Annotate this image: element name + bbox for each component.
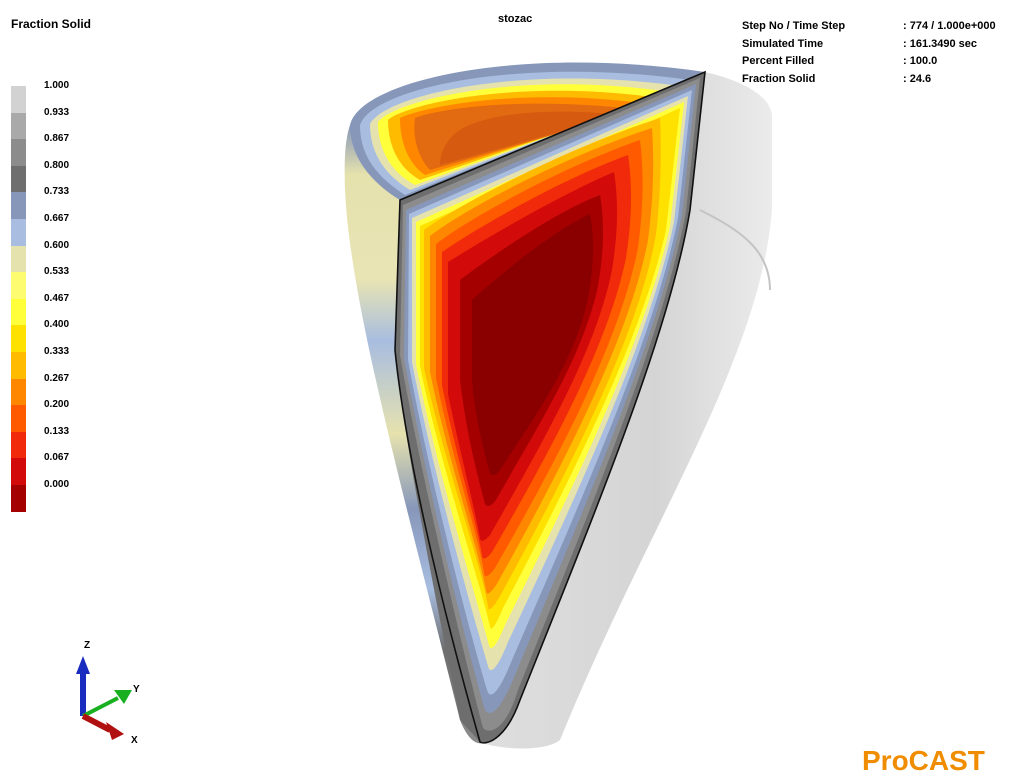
- procast-logo: ProCAST: [862, 745, 985, 776]
- info-value: : 100.0: [903, 55, 938, 67]
- info-label: Fraction Solid: [742, 72, 816, 85]
- legend-entry: 0.133: [11, 426, 91, 459]
- legend-entry: 0.533: [11, 266, 91, 299]
- view-title: stozac: [498, 13, 533, 25]
- y-axis-arrow: [114, 690, 132, 704]
- legend-entry: 0.867: [11, 133, 91, 166]
- legend-label: 0.800: [44, 159, 70, 171]
- legend-swatch: [11, 325, 26, 352]
- legend-label: 0.333: [44, 346, 70, 357]
- legend-label: 0.467: [44, 292, 70, 304]
- legend-entry: 0.067: [11, 452, 91, 485]
- legend-label: 0.400: [44, 319, 70, 331]
- legend-swatch: [11, 378, 26, 406]
- legend-entry: 1.000: [11, 80, 91, 113]
- legend-entry: 0.000: [11, 479, 91, 512]
- legend-entry: 0.200: [11, 399, 91, 432]
- legend-entry: 0.400: [11, 319, 91, 352]
- legend-entry: 0.800: [11, 160, 91, 193]
- info-row-fraction-solid: Fraction Solid : 24.6: [742, 71, 996, 89]
- legend-entry: 0.467: [11, 293, 91, 326]
- cut-section-contours: [394, 70, 706, 744]
- z-axis-arrow: [76, 656, 90, 674]
- info-label: Percent Filled: [742, 55, 815, 67]
- legend-label: 0.933: [44, 106, 70, 118]
- legend-swatch: [11, 485, 26, 512]
- legend-entry: 0.600: [11, 240, 91, 273]
- legend-label: 0.200: [44, 399, 70, 411]
- legend-title: Fraction Solid: [11, 17, 92, 31]
- legend-swatch: [11, 192, 26, 219]
- legend-swatch: [11, 112, 26, 140]
- z-axis-label: Z: [84, 640, 91, 651]
- simulation-info-panel: Step No / Time Step : 774 / 1.000e+000 S…: [742, 18, 996, 88]
- legend-label: 0.667: [44, 213, 70, 224]
- legend-label: 0.133: [44, 425, 70, 437]
- info-row-percent-filled: Percent Filled : 100.0: [742, 53, 996, 71]
- legend-entry: 0.267: [11, 373, 91, 406]
- legend-label: 1.000: [44, 80, 70, 91]
- legend-swatch: [11, 298, 26, 326]
- legend-entry: 0.933: [11, 107, 91, 140]
- legend-swatch: [11, 245, 26, 273]
- legend-entry: 0.733: [11, 186, 91, 219]
- info-label: Step No / Time Step: [742, 20, 846, 32]
- legend-label: 0.600: [44, 239, 70, 251]
- info-value: : 161.3490 sec: [903, 37, 978, 50]
- legend-swatch: [11, 405, 26, 432]
- legend-swatch: [11, 86, 26, 113]
- info-label: Simulated Time: [742, 37, 824, 50]
- info-value: : 24.6: [903, 72, 932, 85]
- legend-label: 0.267: [44, 372, 70, 384]
- info-row-step: Step No / Time Step : 774 / 1.000e+000: [742, 18, 996, 36]
- legend-entry: 0.333: [11, 346, 91, 379]
- legend-label: 0.067: [44, 452, 70, 464]
- legend-label: 0.533: [44, 266, 70, 278]
- legend-label: 0.000: [44, 479, 70, 490]
- legend-swatch: [11, 458, 26, 485]
- info-row-simulated-time: Simulated Time : 161.3490 sec: [742, 36, 996, 54]
- legend-swatch: [11, 219, 26, 246]
- legend-label: 0.733: [44, 186, 70, 198]
- legend-swatch: [11, 431, 26, 459]
- legend-swatch: [11, 165, 26, 193]
- info-value: : 774 / 1.000e+000: [903, 20, 996, 32]
- legend-entry: 0.667: [11, 213, 91, 246]
- x-axis-label: X: [131, 735, 138, 746]
- axis-triad: [76, 656, 132, 740]
- legend-label: 0.867: [44, 133, 70, 145]
- legend-swatch: [11, 352, 26, 379]
- legend-swatch: [11, 272, 26, 299]
- x-axis-arrow: [106, 722, 124, 740]
- y-axis-label: Y: [133, 684, 140, 695]
- legend-swatch: [11, 139, 26, 166]
